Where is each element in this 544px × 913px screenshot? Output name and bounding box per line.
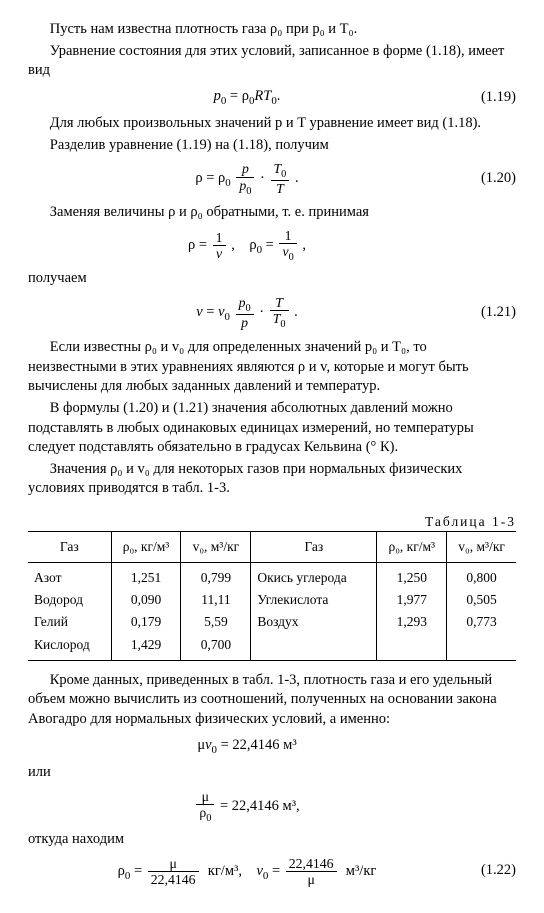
- equation-avogadro-2: μρ0 = 22,4146 м³,: [28, 789, 516, 824]
- paragraph: Пусть нам известна плотность газа ρ₀ при…: [28, 20, 516, 40]
- table-cell: Гелий: [28, 611, 111, 633]
- table-cell: 1,251: [111, 563, 181, 590]
- equation-avogadro-1: μv0 = 22,4146 м³: [28, 736, 516, 758]
- table-row: Водород0,09011,11Углекислота1,9770,505: [28, 589, 516, 611]
- eq-number: (1.22): [466, 861, 516, 881]
- th-v: v₀, м³/кг: [447, 532, 516, 563]
- eq-number: (1.19): [466, 88, 516, 108]
- th-rho: ρ₀, кг/м³: [377, 532, 447, 563]
- table-cell: Воздух: [251, 611, 377, 633]
- eq-number: (1.21): [466, 303, 516, 323]
- eq-rhs: = 22,4146 м³: [221, 737, 297, 753]
- equation-121: v = v0 p0p · TT0 . (1.21): [28, 295, 516, 330]
- eq-number: (1.20): [466, 169, 516, 189]
- th-v: v₀, м³/кг: [181, 532, 251, 563]
- eq-rhs: = 22,4146 м³,: [220, 798, 300, 814]
- paragraph: Значения ρ₀ и v₀ для некоторых газов при…: [28, 460, 516, 499]
- table-cell: 0,773: [447, 611, 516, 633]
- table-cell: 1,293: [377, 611, 447, 633]
- table-cell: [447, 634, 516, 661]
- paragraph: Если известны ρ₀ и v₀ для определенных з…: [28, 338, 516, 397]
- table-cell: 0,179: [111, 611, 181, 633]
- paragraph: Кроме данных, приведенных в табл. 1-3, п…: [28, 671, 516, 730]
- paragraph: Заменяя величины ρ и ρ₀ обратными, т. е.…: [28, 203, 516, 223]
- table-cell: 0,799: [181, 563, 251, 590]
- equation-122: ρ0 = μ22,4146 кг/м³, v0 = 22,4146μ м³/кг…: [28, 856, 516, 887]
- table-row: Кислород1,4290,700: [28, 634, 516, 661]
- table-cell: 11,11: [181, 589, 251, 611]
- table-cell: Окись углерода: [251, 563, 377, 590]
- table-cell: Углекислота: [251, 589, 377, 611]
- table-cell: 0,505: [447, 589, 516, 611]
- table-cell: 0,700: [181, 634, 251, 661]
- equation-inline: ρ = 1v , ρ0 = 1v0 ,: [28, 228, 516, 263]
- paragraph: откуда находим: [28, 830, 516, 850]
- table-cell: 0,800: [447, 563, 516, 590]
- th-rho: ρ₀, кг/м³: [111, 532, 181, 563]
- paragraph: или: [28, 763, 516, 783]
- table-row: Гелий0,1795,59Воздух1,2930,773: [28, 611, 516, 633]
- table-cell: [251, 634, 377, 661]
- table-cell: 0,090: [111, 589, 181, 611]
- gas-table: Газ ρ₀, кг/м³ v₀, м³/кг Газ ρ₀, кг/м³ v₀…: [28, 531, 516, 661]
- paragraph: Уравнение состояния для этих условий, за…: [28, 42, 516, 81]
- equation-120: ρ = ρ0 pp0 · T0T . (1.20): [28, 161, 516, 196]
- paragraph: В формулы (1.20) и (1.21) значения абсол…: [28, 399, 516, 458]
- table-caption: Таблица 1-3: [28, 513, 516, 531]
- table-cell: [377, 634, 447, 661]
- table-cell: Кислород: [28, 634, 111, 661]
- paragraph: получаем: [28, 269, 516, 289]
- table-cell: 1,429: [111, 634, 181, 661]
- paragraph: Для любых произвольных значений p и T ур…: [28, 114, 516, 134]
- th-gas: Газ: [28, 532, 111, 563]
- table-cell: 5,59: [181, 611, 251, 633]
- table-cell: 1,977: [377, 589, 447, 611]
- th-gas: Газ: [251, 532, 377, 563]
- table-cell: Водород: [28, 589, 111, 611]
- table-row: Азот1,2510,799Окись углерода1,2500,800: [28, 563, 516, 590]
- table-cell: Азот: [28, 563, 111, 590]
- equation-119: p0 = ρ0RT0. (1.19): [28, 87, 516, 109]
- table-cell: 1,250: [377, 563, 447, 590]
- paragraph: Разделив уравнение (1.19) на (1.18), пол…: [28, 136, 516, 156]
